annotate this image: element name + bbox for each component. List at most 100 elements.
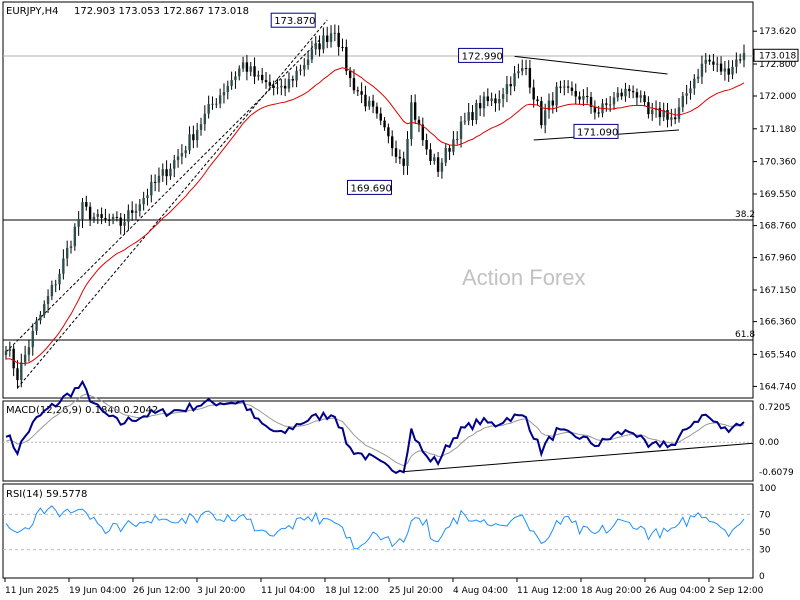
rsi-tick-label: 30 (759, 546, 771, 556)
candle (16, 360, 19, 389)
price-tick-label: 166.360 (759, 318, 796, 328)
candle (108, 213, 111, 227)
candle (310, 40, 314, 64)
candle (142, 191, 145, 211)
candle (547, 93, 551, 119)
candle (540, 96, 543, 129)
candle (742, 44, 746, 68)
macd-line (5, 379, 745, 475)
candle (433, 153, 436, 165)
candle (456, 131, 459, 145)
candle (88, 202, 92, 227)
candle (157, 167, 161, 192)
candle (50, 280, 54, 301)
candle (738, 53, 742, 64)
candle (360, 82, 363, 104)
candle (612, 91, 616, 110)
watermark: Action Forex (462, 265, 586, 290)
candle (85, 195, 88, 211)
candle (387, 123, 390, 144)
candle (574, 83, 577, 105)
candle (333, 24, 337, 42)
time-tick-label: 25 Jul 20:00 (389, 586, 443, 596)
candle (490, 92, 493, 107)
candle (467, 102, 470, 126)
candle (188, 126, 191, 155)
candle (77, 211, 80, 236)
candle (35, 317, 38, 335)
macd-trend-line (403, 442, 754, 473)
candle (207, 95, 210, 119)
candle (69, 240, 73, 254)
candle (115, 211, 119, 222)
candle (337, 25, 340, 56)
candle (4, 346, 8, 360)
candle (314, 36, 317, 55)
price-tick-label: 171.180 (759, 125, 796, 135)
candle (169, 163, 172, 180)
candle (326, 26, 329, 49)
price-tick-label: 167.960 (759, 254, 796, 264)
candle (291, 75, 294, 88)
candle (662, 102, 665, 122)
candle (582, 89, 585, 107)
candle (150, 174, 153, 203)
candle (364, 85, 367, 112)
candle (536, 96, 539, 106)
candle (62, 249, 65, 280)
candle (723, 61, 727, 81)
candle (624, 82, 627, 102)
candle (215, 98, 218, 109)
candle (578, 91, 581, 105)
candle (677, 98, 681, 123)
candle (398, 149, 402, 165)
price-tick-label: 172.000 (759, 92, 796, 102)
candle (475, 99, 478, 125)
candle (559, 80, 562, 94)
price-tick-label: 169.550 (759, 190, 796, 200)
candle (444, 144, 447, 167)
candle (532, 79, 535, 108)
price-tick-label: 167.150 (759, 286, 796, 296)
candle (272, 80, 275, 96)
candle (241, 56, 245, 72)
candle (46, 289, 50, 313)
candle (100, 207, 103, 225)
candle (371, 94, 375, 114)
candle (318, 35, 321, 57)
candle (39, 311, 42, 325)
candle (260, 67, 264, 84)
candle (280, 79, 283, 96)
rsi-tick-label: 0 (759, 572, 765, 582)
price-tick-label: 165.540 (759, 350, 796, 360)
candle (643, 91, 646, 107)
candle (505, 75, 509, 103)
candle (593, 100, 597, 120)
candle (406, 131, 409, 175)
candle (513, 65, 516, 92)
rsi-tick-label: 100 (759, 484, 776, 494)
svg-text:172.990: 172.990 (462, 51, 503, 62)
candle (329, 25, 333, 48)
candle (566, 80, 570, 94)
header-ohlc: 172.903 173.053 172.867 173.018 (74, 6, 249, 17)
candle (394, 140, 398, 164)
level-label: 61.8 (735, 330, 755, 340)
candle (230, 71, 233, 90)
candle (249, 62, 252, 77)
candle (173, 154, 176, 178)
candle (459, 115, 463, 148)
candle (436, 151, 440, 177)
price-annotation: 173.870 (270, 12, 316, 28)
candle (130, 201, 134, 221)
candle (226, 80, 229, 100)
candle (712, 53, 715, 71)
candle (521, 59, 524, 76)
candle (20, 353, 23, 388)
time-tick-label: 11 Jul 04:00 (261, 586, 315, 596)
candle (731, 60, 734, 80)
candle (119, 213, 122, 235)
candle (234, 71, 237, 89)
candle (176, 148, 180, 168)
candle (27, 339, 31, 362)
